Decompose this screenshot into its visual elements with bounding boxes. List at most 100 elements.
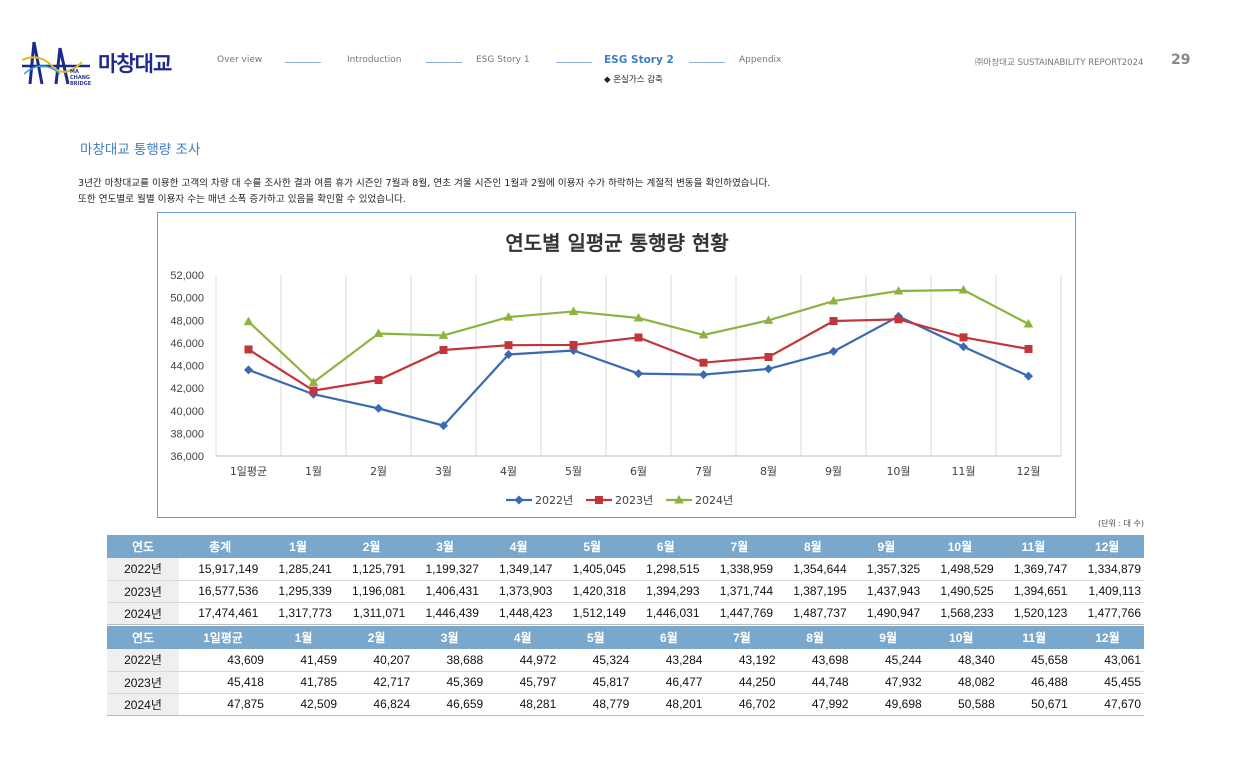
chart-title: 연도별 일평균 통행량 현황 <box>505 231 729 255</box>
y-tick-label: 36,000 <box>170 451 204 463</box>
legend-marker <box>595 496 603 504</box>
column-header: 6월 <box>632 626 706 649</box>
data-point <box>634 333 643 342</box>
table-cell: 38,688 <box>413 649 487 672</box>
nav-divider <box>689 62 725 63</box>
nav-esg-story-2[interactable]: ESG Story 2 <box>604 54 674 66</box>
column-header: 7월 <box>702 535 777 558</box>
data-point <box>439 346 448 355</box>
column-header: 11월 <box>996 535 1071 558</box>
row-year: 2022년 <box>107 649 179 672</box>
table-cell: 44,748 <box>778 671 852 694</box>
column-header: 12월 <box>1070 626 1144 649</box>
x-tick-label: 1월 <box>305 465 322 478</box>
data-point <box>699 370 708 380</box>
x-tick-label: 7월 <box>695 465 712 478</box>
table-cell: 1,125,791 <box>334 558 409 581</box>
bridge-logo-icon <box>21 41 90 85</box>
table-row: 2024년 47,875 42,509 46,824 46,659 48,281 48,77… <box>107 693 1144 716</box>
data-point <box>373 328 384 338</box>
data-point <box>829 317 838 326</box>
row-year: 2024년 <box>107 693 179 716</box>
table-cell: 41,785 <box>266 671 341 694</box>
data-point <box>699 358 708 367</box>
column-header: 4월 <box>481 535 556 558</box>
table-cell: 45,797 <box>486 671 560 694</box>
table-cell: 46,659 <box>413 693 487 716</box>
table-cell: 48,340 <box>924 649 998 672</box>
table-cell: 50,671 <box>997 693 1071 716</box>
table-cell: 1,490,525 <box>923 580 997 603</box>
table-cell: 47,932 <box>851 671 925 694</box>
data-point <box>308 377 319 386</box>
table-row: 2024년 17,474,461 1,317,773 1,311,071 1,446,4… <box>107 602 1144 625</box>
table-cell: 1,512,149 <box>555 602 629 625</box>
legend-label: 2024년 <box>695 494 733 507</box>
table-cell: 45,658 <box>997 649 1071 672</box>
series-line <box>247 318 1029 392</box>
nav-overview[interactable]: Over view <box>217 55 263 65</box>
data-point <box>309 386 318 395</box>
table-cell: 1,196,081 <box>334 580 409 603</box>
row-year: 2022년 <box>107 558 179 581</box>
x-tick-label: 1일평균 <box>230 464 267 478</box>
table-cell: 17,474,461 <box>179 602 262 625</box>
daily-average-table: 연도 1일평균 1월 2월 3월 4월 5월 6월 7월 8월 9월 10월 11월 12월 2022년 4… <box>107 626 1144 716</box>
column-header: 4월 <box>486 626 560 649</box>
table-cell: 1,477,766 <box>1070 602 1144 625</box>
table-cell: 1,448,423 <box>481 602 556 625</box>
legend-marker <box>674 495 684 504</box>
table-cell: 1,446,439 <box>408 602 482 625</box>
table-cell: 48,281 <box>486 693 560 716</box>
data-point <box>568 306 579 315</box>
nav-subsection[interactable]: ◆ 온실가스 감축 <box>604 75 663 85</box>
legend-marker <box>514 495 524 505</box>
table-cell: 1,420,318 <box>555 580 629 603</box>
table-cell: 47,875 <box>179 693 267 716</box>
y-tick-label: 52,000 <box>170 270 204 282</box>
legend-label: 2023년 <box>615 494 653 507</box>
nav-introduction[interactable]: Introduction <box>347 55 402 65</box>
data-point <box>244 365 253 375</box>
data-point <box>958 285 969 294</box>
table-cell: 1,487,737 <box>776 602 850 625</box>
x-tick-label: 11월 <box>951 465 975 478</box>
section-title: 마창대교 통행량 조사 <box>80 142 201 158</box>
data-point <box>1023 318 1034 328</box>
table-cell: 1,406,431 <box>408 580 482 603</box>
data-point <box>504 350 513 360</box>
legend-item: 2024년 <box>666 494 733 507</box>
data-point <box>439 421 448 431</box>
table-cell: 48,779 <box>559 693 633 716</box>
data-point <box>1024 371 1033 381</box>
nav-esg-story-1[interactable]: ESG Story 1 <box>476 55 530 65</box>
table-cell: 1,394,651 <box>996 580 1071 603</box>
table-cell: 1,405,045 <box>555 558 629 581</box>
table-cell: 15,917,149 <box>179 558 262 581</box>
table-cell: 1,311,071 <box>334 602 409 625</box>
table-cell: 1,295,339 <box>261 580 335 603</box>
table-cell: 46,824 <box>340 693 414 716</box>
column-header: 총계 <box>179 535 262 558</box>
data-point <box>243 316 254 326</box>
data-point <box>893 285 904 295</box>
legend-item: 2022년 <box>506 494 573 507</box>
table-cell: 43,698 <box>778 649 852 672</box>
nav-appendix[interactable]: Appendix <box>739 55 782 65</box>
logo: 마창대교 MA CHANG BRIDGE <box>20 38 185 87</box>
column-header: 10월 <box>923 535 997 558</box>
table-cell: 46,488 <box>997 671 1071 694</box>
traffic-chart: 연도별 일평균 통행량 현황 36,000 38,000 40,000 42,000 4… <box>157 212 1076 518</box>
report-title: ㈜마창대교 SUSTAINABILITY REPORT2024 <box>975 58 1144 68</box>
table-cell: 1,446,031 <box>628 602 703 625</box>
column-header: 1월 <box>266 626 341 649</box>
table-cell: 1,369,747 <box>996 558 1071 581</box>
data-point <box>374 403 383 413</box>
table-cell: 40,207 <box>340 649 414 672</box>
table-cell: 1,394,293 <box>628 580 703 603</box>
table-cell: 48,201 <box>632 693 706 716</box>
table-header-row: 연도 1일평균 1월 2월 3월 4월 5월 6월 7월 8월 9월 10월 11월 12월 <box>107 626 1144 649</box>
table-cell: 49,698 <box>851 693 925 716</box>
table-row: 2023년 45,418 41,785 42,717 45,369 45,797 45,81… <box>107 671 1144 694</box>
data-point <box>959 333 968 342</box>
